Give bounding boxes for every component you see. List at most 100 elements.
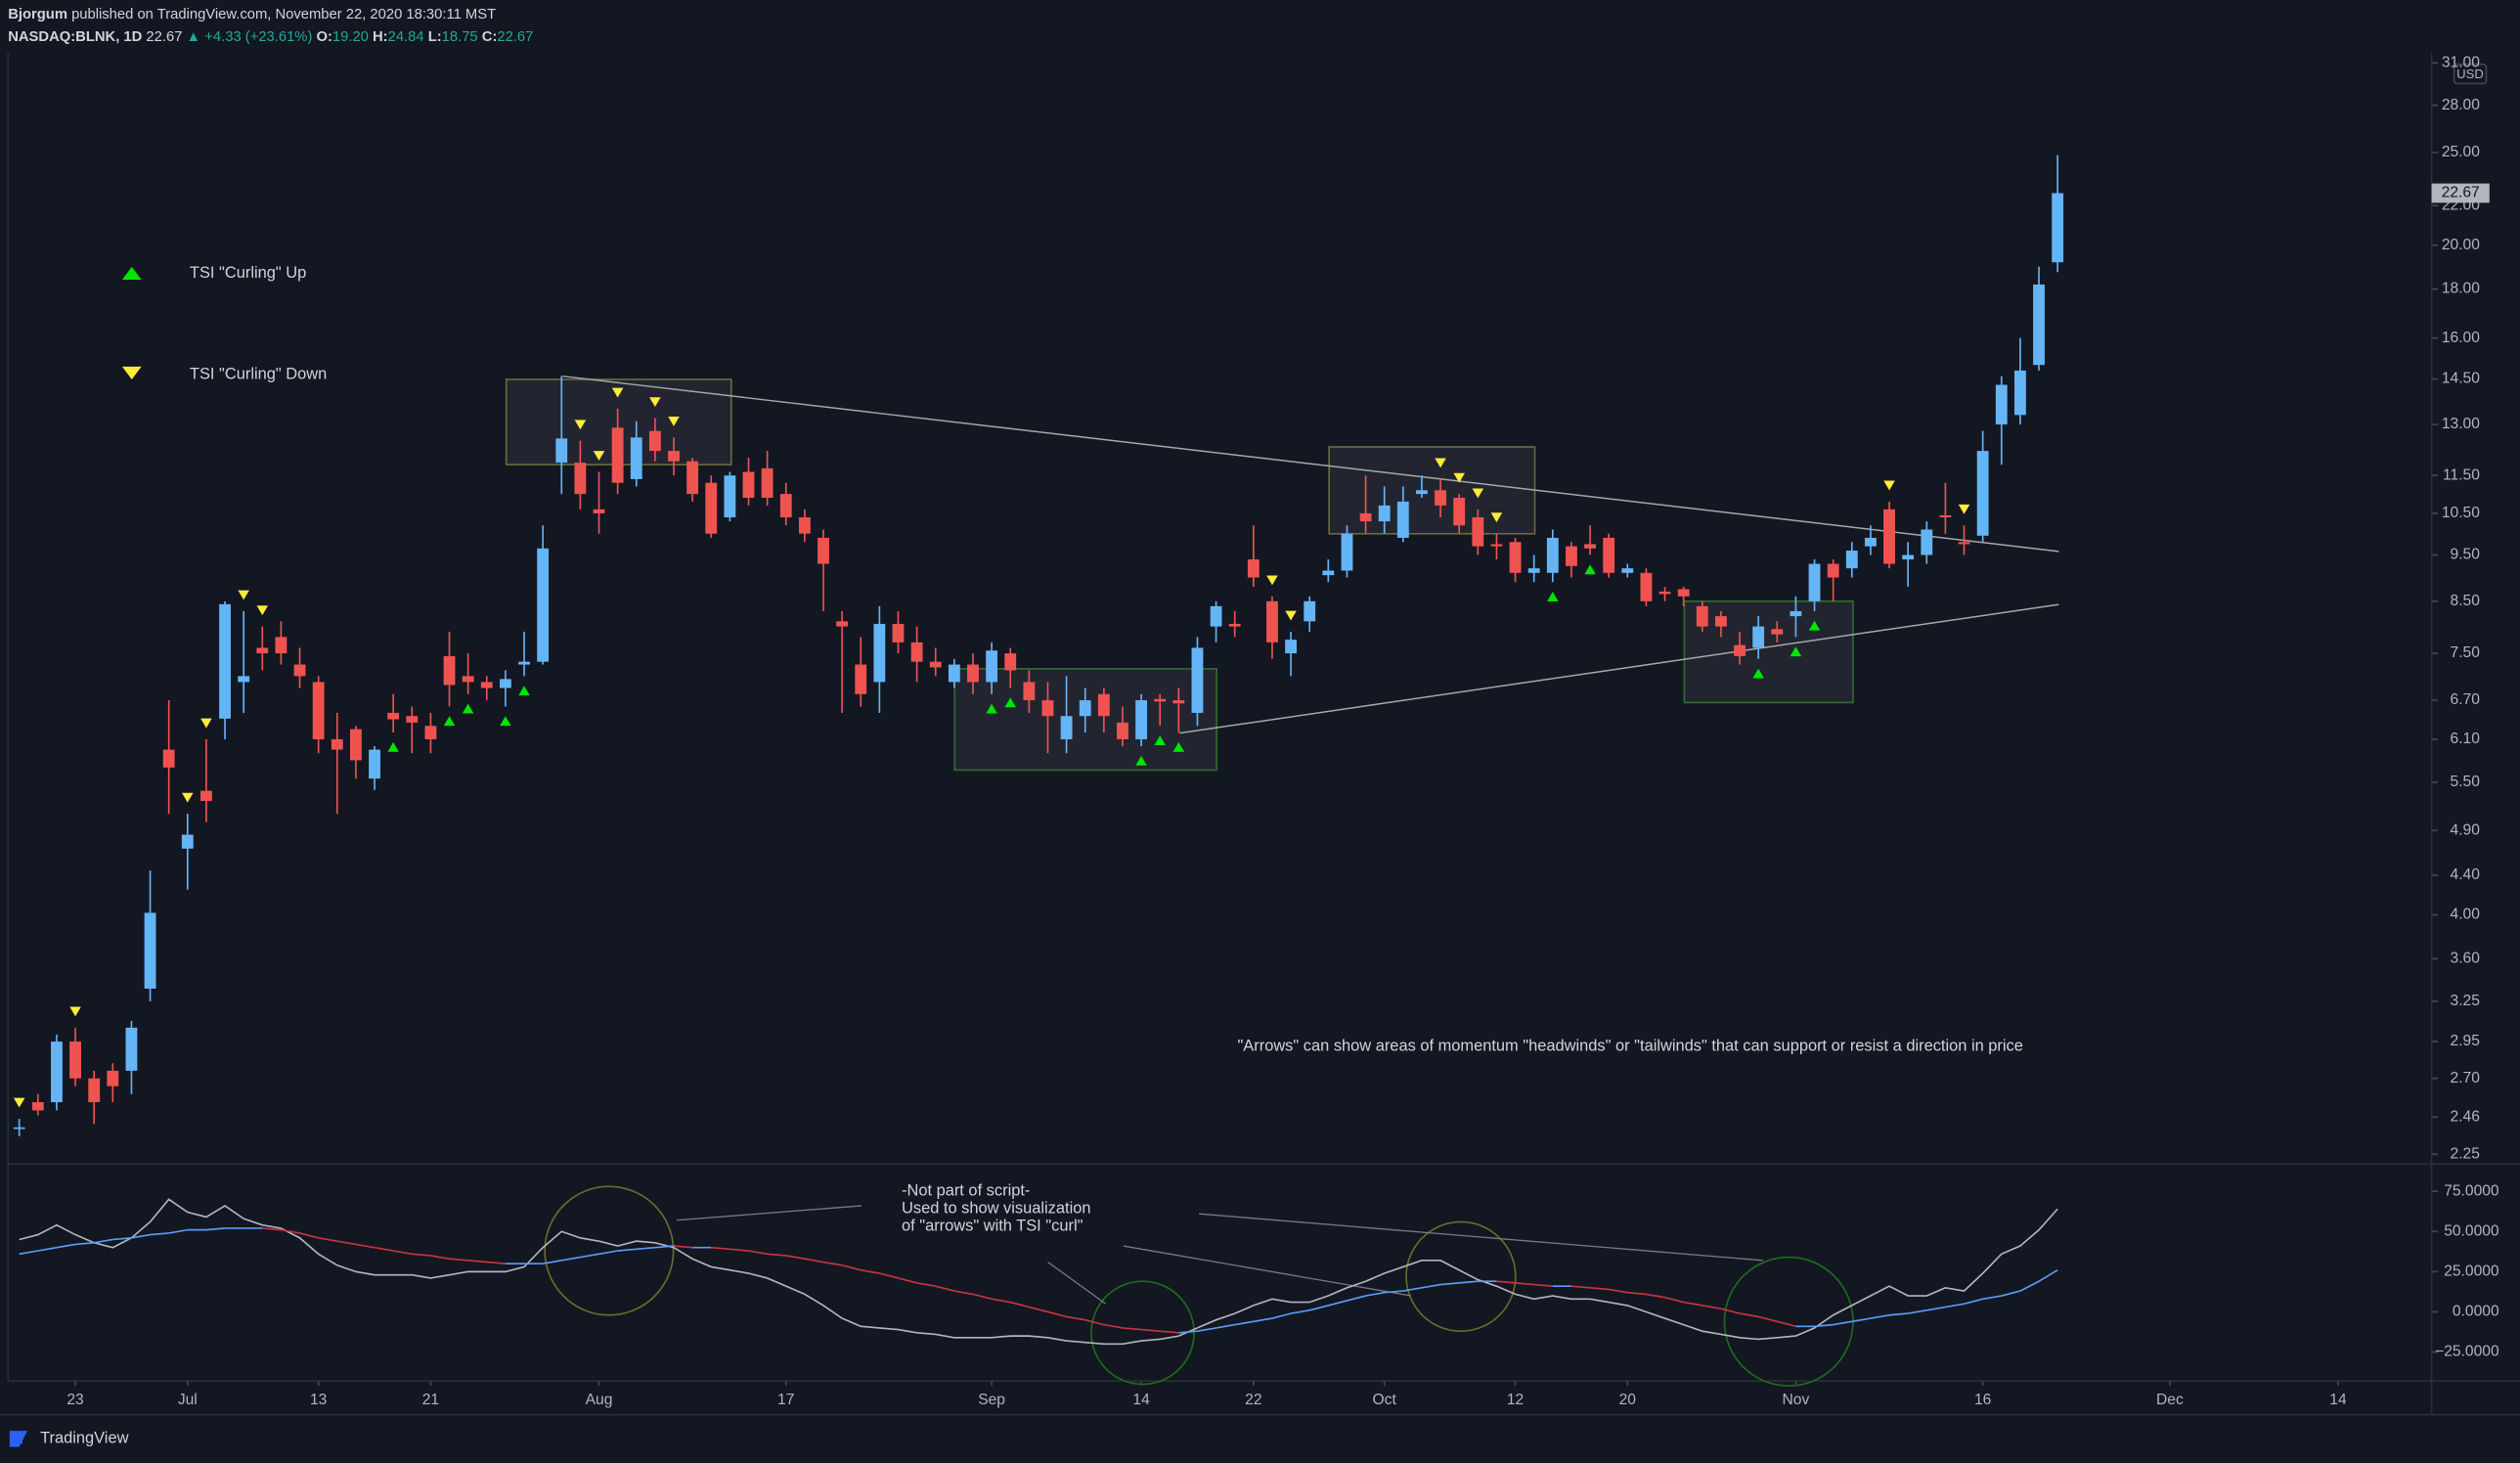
candle-body: [31, 1102, 44, 1111]
logo: [9, 1431, 27, 1447]
currency: USD: [2456, 66, 2484, 81]
curl-down-arrow: [1883, 480, 1895, 491]
candle-body: [1097, 693, 1110, 717]
candle-body: [1621, 568, 1634, 573]
candle-body: [69, 1042, 81, 1079]
curl-up-arrow: [500, 716, 511, 727]
signal-segment: [1178, 1330, 1198, 1334]
candle-body: [611, 427, 624, 483]
signal-segment: [1029, 1306, 1048, 1313]
candle-body: [1939, 514, 1952, 517]
signal-segment: [131, 1233, 151, 1239]
y-tick-label: 2.46: [2451, 1108, 2480, 1125]
y-tick-label: 20.00: [2442, 237, 2480, 253]
note: -Not part of script-: [902, 1182, 1030, 1200]
candle-body: [1640, 572, 1653, 601]
curl-down-arrow: [69, 1006, 81, 1017]
signal-segment: [543, 1260, 562, 1264]
candle-body: [1845, 551, 1858, 569]
y2-tick-label: 0.0000: [2453, 1304, 2499, 1320]
signal-segment: [94, 1238, 113, 1244]
candle-body: [705, 482, 718, 534]
candle-body: [424, 726, 437, 739]
signal-segment: [1964, 1298, 1983, 1306]
signal-segment: [748, 1250, 768, 1256]
candle-body: [1154, 698, 1167, 702]
candle-body: [537, 548, 550, 662]
candle-body: [1490, 544, 1503, 547]
candle-body: [2033, 284, 2045, 366]
signal-segment: [1308, 1305, 1329, 1311]
x-tick-label: Jul: [178, 1392, 198, 1408]
candle-body: [1172, 700, 1185, 704]
candle-body: [1378, 505, 1391, 522]
curl-down-arrow: [1285, 610, 1297, 621]
signal-segment: [1047, 1310, 1067, 1318]
signal-segment: [1683, 1301, 1702, 1307]
curl-up-arrow: [1808, 620, 1821, 631]
y-tick-label: 2.25: [2451, 1145, 2481, 1162]
x-tick-label: 16: [1974, 1392, 1991, 1408]
candle-body: [1658, 591, 1671, 595]
ohlc-label: O:: [317, 29, 332, 45]
candle-body: [1041, 700, 1054, 717]
candle-body: [1117, 722, 1128, 739]
y-tick-label: 11.50: [2443, 466, 2480, 483]
candle-body: [555, 438, 568, 464]
signal-segment: [617, 1248, 637, 1252]
candle-body: [88, 1078, 101, 1103]
y-tick-label: 4.40: [2451, 866, 2481, 883]
candle-body: [1808, 563, 1821, 601]
signal-segment: [1384, 1290, 1403, 1294]
y2-tick-label: 75.0000: [2444, 1182, 2499, 1199]
candle-body: [686, 461, 699, 495]
candle-body: [1304, 600, 1316, 622]
highlight-circle: [544, 1185, 675, 1316]
candle-body: [1359, 512, 1372, 522]
signal-segment: [2038, 1269, 2058, 1282]
y-tick-label: 6.70: [2451, 691, 2481, 708]
candle-body: [1210, 605, 1222, 627]
candle-body: [1472, 516, 1484, 547]
signal-segment: [318, 1237, 337, 1242]
candle-body: [855, 664, 867, 694]
candle-body: [369, 749, 380, 779]
x-tick-label: 14: [1132, 1392, 1150, 1408]
signal-segment: [861, 1268, 880, 1274]
x-tick-label: Sep: [978, 1392, 1005, 1408]
candle-body: [1790, 610, 1802, 617]
signal-segment: [1141, 1328, 1161, 1333]
signal-segment: [1609, 1288, 1628, 1294]
curl-down-arrow: [1453, 472, 1465, 483]
y-tick-label: 8.50: [2451, 593, 2481, 609]
candle-body: [630, 437, 642, 479]
candle-body: [1584, 544, 1596, 549]
price: 22.67: [146, 29, 182, 45]
signal-segment: [74, 1241, 95, 1246]
candle-body: [1958, 542, 1970, 545]
ohlc-label: H:: [373, 29, 388, 45]
candle-body: [1752, 626, 1765, 648]
signal-segment: [654, 1245, 675, 1249]
signal-segment: [1926, 1306, 1946, 1311]
signal-segment: [1664, 1296, 1684, 1304]
candle-body: [499, 679, 511, 688]
candle-body: [1771, 629, 1784, 635]
signal-segment: [262, 1227, 282, 1231]
signal-segment: [822, 1261, 843, 1266]
y-tick-label: 13.00: [2442, 416, 2480, 432]
candle-body: [406, 716, 419, 723]
candle-body: [1079, 700, 1091, 717]
signal-segment: [1720, 1308, 1741, 1314]
highlight-circle: [1405, 1220, 1517, 1333]
curl-down-arrow: [200, 718, 212, 729]
signal-segment: [1347, 1295, 1366, 1302]
last-price-tag: [2431, 183, 2490, 203]
signal-segment: [1570, 1285, 1591, 1289]
candle-body: [1341, 533, 1353, 571]
y-tick-label: 4.90: [2451, 821, 2481, 838]
y-tick-label: 25.00: [2442, 144, 2480, 160]
candle-body: [929, 661, 942, 668]
pointer-line: [676, 1205, 862, 1221]
